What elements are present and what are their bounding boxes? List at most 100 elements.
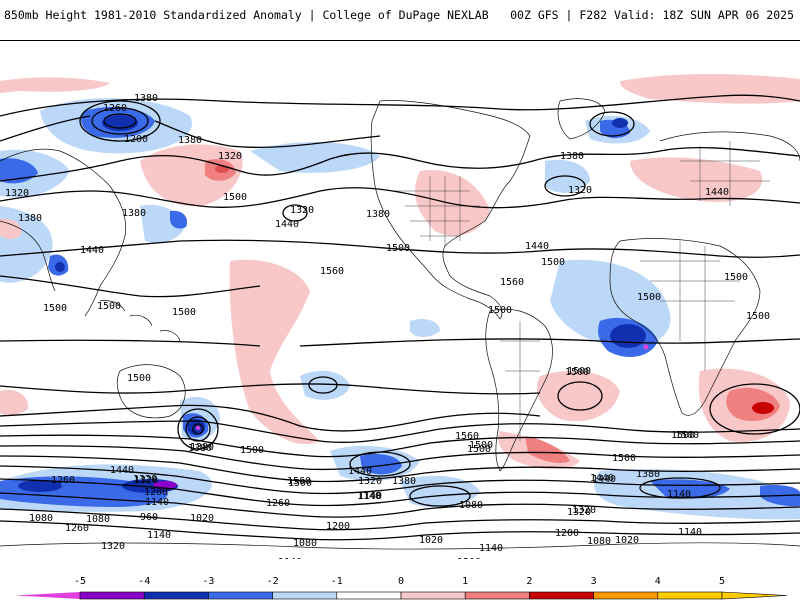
contour-label: 1080	[587, 536, 611, 547]
contour-label: 1440	[590, 473, 614, 484]
colorbar-tick-label: 0	[398, 576, 404, 587]
contour-label: 1500	[567, 366, 591, 377]
model-run-info: 00Z GFS | F282 Valid: 18Z SUN APR 06 202…	[510, 8, 794, 22]
contour-label: 1380	[392, 476, 416, 487]
colorbar-segments	[15, 591, 788, 600]
contour-label: 1020	[615, 535, 639, 546]
colorbar-segment	[657, 591, 723, 600]
contour-label: 1200	[555, 528, 579, 539]
contour-label: 1020	[190, 513, 214, 524]
contour-label: 1440	[80, 245, 104, 256]
contour-label: 1260	[266, 498, 290, 509]
colorbar-segment	[529, 591, 594, 600]
colorbar-tick-label: 5	[719, 576, 725, 587]
contour-label: 1500	[675, 430, 699, 441]
contour-label: 1320	[218, 151, 242, 162]
contour-label: 1440	[275, 219, 299, 230]
contour-label: 1560	[287, 476, 311, 487]
contour-label: 1080	[459, 500, 483, 511]
contour-label: 1560	[455, 431, 479, 442]
colorbar-segment	[400, 591, 466, 600]
colorbar-svg: -5 -4 -3 -2 -1 0 1 2 3 4 5	[15, 576, 788, 600]
contour-label: 1140	[357, 491, 381, 502]
colorbar-segment	[464, 591, 530, 600]
contour-label: 1200	[326, 521, 350, 532]
colorbar-tick-label: -3	[202, 576, 214, 587]
colorbar-tick-label: 4	[655, 576, 661, 587]
contour-label: 1500	[469, 440, 493, 451]
contour-label: 1320	[290, 205, 314, 216]
contour-label: 1380	[560, 151, 584, 162]
contour-label: 1560	[320, 266, 344, 277]
contour-label: 1140	[278, 557, 302, 559]
contour-label: 1260	[51, 475, 75, 486]
contour-label: 1380	[366, 209, 390, 220]
contour-label: 1500	[746, 311, 770, 322]
contour-label: 1500	[240, 445, 264, 456]
contour-label: 1500	[288, 478, 312, 489]
contour-label: 1020	[419, 535, 443, 546]
contour-label: 1500	[671, 430, 695, 441]
coastlines	[0, 98, 800, 550]
height-contours	[0, 94, 800, 541]
contour-label: 1140	[667, 489, 691, 500]
contour-label: 1500	[223, 192, 247, 203]
colorbar-segment	[272, 591, 338, 600]
contour-label: 1080	[29, 513, 53, 524]
contour-label: 1140	[479, 543, 503, 554]
contour-label: 1320	[101, 541, 125, 552]
contour-label: 1200	[144, 487, 168, 498]
colorbar-segment	[143, 591, 209, 600]
contour-label: 1500	[127, 373, 151, 384]
map-panel: 1380 1260 1200 1320 1380 1320 1380 1440 …	[0, 40, 800, 559]
colorbar-segment	[208, 591, 273, 600]
contour-label: 1500	[97, 301, 121, 312]
colorbar-legend: -5 -4 -3 -2 -1 0 1 2 3 4 5	[0, 560, 800, 600]
contour-label: 1320	[567, 507, 591, 518]
contour-label: 1380	[188, 443, 212, 454]
colorbar-tick-label: 2	[526, 576, 532, 587]
contour-label: 1200	[124, 134, 148, 145]
contour-label: 1440	[525, 241, 549, 252]
contour-label: 1500	[612, 453, 636, 464]
contour-label: 1320	[133, 474, 157, 485]
contour-label: 1500	[172, 307, 196, 318]
contour-label: 1500	[43, 303, 67, 314]
contour-label: 1320	[568, 185, 592, 196]
colorbar-tick-label: -1	[331, 576, 343, 587]
contour-label: 1500	[724, 272, 748, 283]
contour-label: 1320	[134, 475, 158, 486]
colorbar-segment	[721, 591, 788, 600]
colorbar-tick-label: -4	[138, 576, 150, 587]
contour-label: 1320	[5, 188, 29, 199]
colorbar-segment	[336, 591, 402, 600]
contour-label: 1500	[386, 243, 410, 254]
contour-label: 1140	[358, 491, 382, 502]
anomaly-map: 1380 1260 1200 1320 1380 1320 1380 1440 …	[0, 41, 800, 559]
contour-label: 1260	[65, 523, 89, 534]
contour-label: 1500	[637, 292, 661, 303]
colorbar-tick-label: -5	[74, 576, 86, 587]
political-borders	[395, 141, 770, 441]
contour-label: 1380	[134, 93, 158, 104]
contour-label: 1200	[457, 557, 481, 559]
contour-label: 1140	[678, 527, 702, 538]
colorbar-segment	[15, 592, 80, 599]
header: 850mb Height 1981-2010 Standardized Anom…	[0, 0, 800, 40]
colorbar-segment	[593, 591, 659, 600]
map-title: 850mb Height 1981-2010 Standardized Anom…	[4, 8, 489, 22]
contour-label: 1560	[500, 277, 524, 288]
contour-label: 1380	[178, 135, 202, 146]
colorbar-segment	[79, 591, 145, 600]
contour-labels: 1380 1260 1200 1320 1380 1320 1380 1440 …	[5, 93, 770, 559]
contour-label: 1500	[467, 444, 491, 455]
contour-label: 1080	[293, 538, 317, 549]
contour-label: 1440	[110, 465, 134, 476]
contour-label: 1320	[572, 505, 596, 516]
contour-label: 1140	[145, 497, 169, 508]
contour-label: 1320	[358, 476, 382, 487]
colorbar-tick-label: -2	[267, 576, 279, 587]
colorbar-tick-label: 3	[591, 576, 597, 587]
contour-label: 1500	[488, 305, 512, 316]
contour-label: 1500	[565, 367, 589, 378]
